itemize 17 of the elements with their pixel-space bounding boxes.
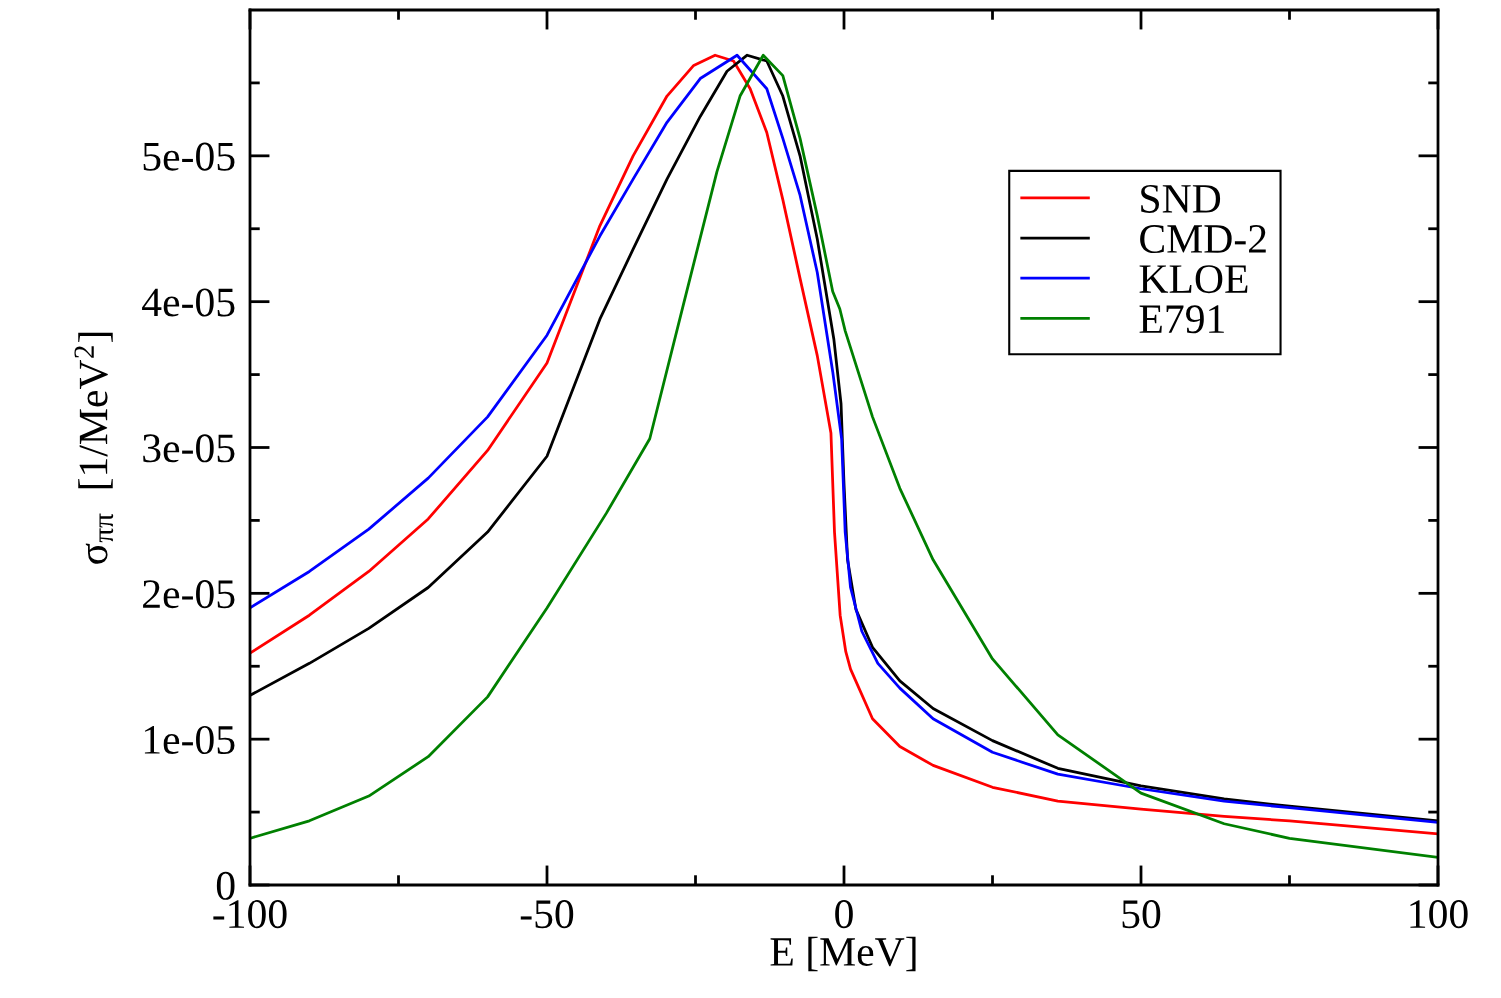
x-axis-title: E [MeV] [770, 936, 916, 972]
x-tick-label: -50 [520, 900, 574, 929]
legend-label: KLOE [1139, 265, 1248, 294]
y-axis-title: σ$_{ππ}$ [1/MeV$^{2}$] [74, 332, 114, 564]
x-tick-label: 0 [835, 900, 853, 929]
y-tick-label: 3e-05 [143, 434, 235, 463]
y-tick-label: 4e-05 [142, 288, 235, 317]
y-tick-label: 2e-05 [143, 580, 235, 609]
y-tick-label: 0 [216, 871, 235, 900]
legend-label: CMD-2 [1140, 225, 1266, 254]
x-tick-label: 50 [1122, 900, 1161, 929]
y-tick-label: 5e-05 [143, 142, 235, 171]
legend-label: SND [1141, 184, 1221, 213]
x-tick-label: -100 [213, 900, 287, 929]
x-tick-label: 100 [1410, 900, 1468, 929]
y-tick-label: 1e-05 [144, 725, 235, 755]
legend-label: E791 [1139, 305, 1224, 334]
